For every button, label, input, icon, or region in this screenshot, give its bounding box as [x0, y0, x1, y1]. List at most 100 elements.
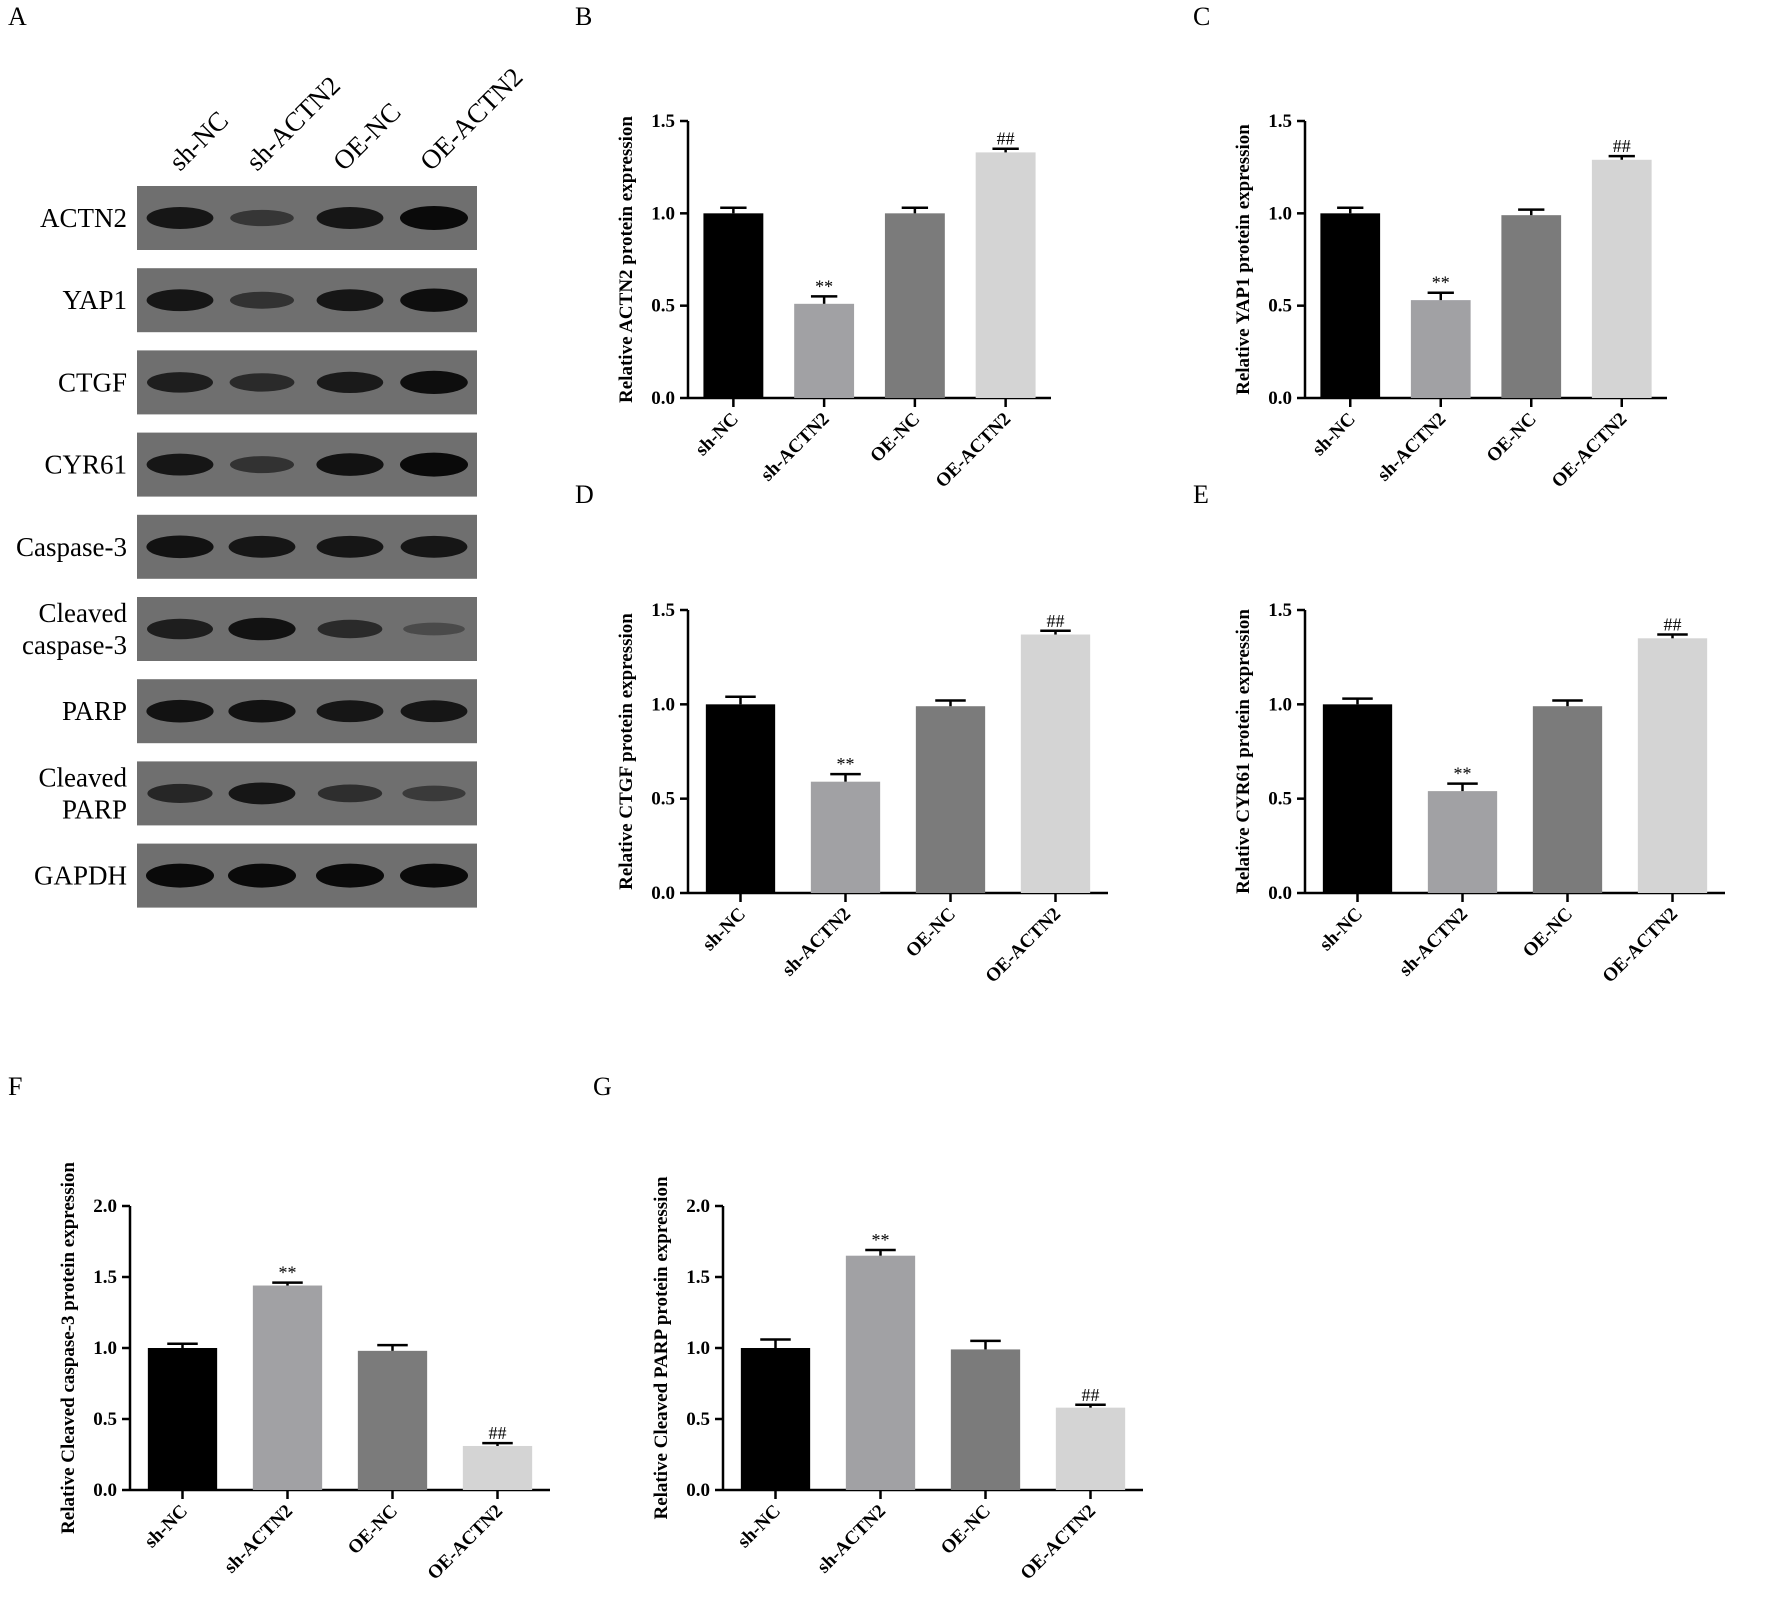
- bar: [1591, 159, 1652, 398]
- y-tick-label: 0.0: [686, 1480, 710, 1501]
- significance-label: ##: [1082, 1385, 1100, 1405]
- y-tick-label: 0.0: [1268, 388, 1292, 409]
- x-category-label: sh-NC: [1308, 409, 1359, 460]
- blot-band: [317, 619, 383, 639]
- significance-label: ##: [489, 1423, 507, 1443]
- significance-label: ##: [1613, 136, 1631, 156]
- y-axis-title: Relative Cleaved caspase-3 protein expre…: [58, 1162, 79, 1534]
- bar: [845, 1255, 916, 1490]
- blot-row-label: caspase-3: [22, 630, 127, 660]
- panel-letter-f: F: [8, 1072, 22, 1101]
- y-tick-label: 0.0: [1268, 883, 1292, 904]
- blot-band: [147, 372, 213, 393]
- bar: [1320, 213, 1381, 398]
- blot-band: [228, 863, 296, 888]
- blot-row-label: Cleaved: [39, 762, 128, 792]
- blot-row-label: Cleaved: [39, 598, 128, 628]
- significance-label: ##: [1047, 611, 1065, 631]
- bar: [794, 303, 855, 398]
- x-category-label: sh-ACTN2: [220, 1501, 297, 1578]
- blot-band: [229, 373, 295, 392]
- blot-band: [146, 207, 214, 229]
- x-category-label: OE-ACTN2: [932, 409, 1016, 493]
- blot-band: [228, 535, 296, 558]
- x-category-label: sh-NC: [691, 409, 742, 460]
- chart-f: 0.0 0.5 1.0 1.5 2.0 Relative Cleaved caspase-…: [58, 1162, 550, 1584]
- bar: [950, 1349, 1021, 1490]
- blot-band: [316, 453, 384, 476]
- y-tick-label: 2.0: [686, 1196, 710, 1217]
- blot-row-label: ACTN2: [40, 203, 127, 233]
- blot-band: [316, 371, 384, 393]
- blot-band: [230, 209, 294, 227]
- lane-label-sh-nc: sh-NC: [163, 105, 234, 176]
- blot-band: [146, 453, 214, 476]
- bar: [462, 1445, 533, 1490]
- blot-band: [147, 783, 213, 803]
- bar: [1055, 1407, 1126, 1490]
- chart-c: 0.0 0.5 1.0 1.5 Relative YAP1 protein expres…: [1233, 111, 1667, 492]
- x-category-label: OE-NC: [1483, 409, 1541, 467]
- western-blot: sh-NC sh-ACTN2 OE-NC OE-ACTN2 ACTN2 YAP1 C…: [16, 62, 529, 908]
- y-tick-label: 1.0: [93, 1338, 117, 1359]
- panel-letter-e: E: [1193, 480, 1209, 509]
- bar: [1501, 215, 1562, 398]
- bar: [705, 704, 776, 893]
- blot-band: [402, 785, 466, 802]
- blot-row-label: PARP: [62, 696, 127, 726]
- chart-g: 0.0 0.5 1.0 1.5 2.0 Relative Cleaved PARP pro…: [651, 1176, 1143, 1584]
- x-category-label: sh-NC: [699, 904, 750, 955]
- blot-band: [230, 291, 294, 309]
- y-tick-label: 1.0: [651, 694, 675, 715]
- significance-label: ##: [997, 129, 1015, 149]
- bar: [252, 1285, 323, 1490]
- bar: [915, 706, 986, 893]
- y-tick-label: 1.0: [1268, 203, 1292, 224]
- bar: [740, 1348, 811, 1490]
- y-tick-label: 0.5: [93, 1409, 117, 1430]
- panel-letter-d: D: [575, 480, 594, 509]
- blot-band: [316, 535, 384, 558]
- blot-band: [146, 863, 214, 888]
- blot-row-label: YAP1: [62, 285, 127, 315]
- y-axis-title: Relative CTGF protein expression: [616, 613, 637, 890]
- bar: [1322, 704, 1393, 893]
- x-category-label: sh-ACTN2: [1373, 409, 1450, 486]
- y-tick-label: 1.0: [686, 1338, 710, 1359]
- panel-letter-b: B: [575, 2, 592, 31]
- blot-band: [316, 207, 384, 229]
- y-tick-label: 1.5: [1268, 600, 1292, 621]
- y-tick-label: 1.5: [651, 111, 675, 132]
- x-category-label: sh-NC: [1316, 904, 1367, 955]
- blot-row-label: Caspase-3: [16, 532, 127, 562]
- y-tick-label: 0.5: [651, 296, 675, 317]
- blot-band: [146, 289, 214, 312]
- y-tick-label: 0.5: [651, 789, 675, 810]
- x-category-label: sh-ACTN2: [1395, 904, 1472, 981]
- x-category-label: sh-NC: [734, 1501, 785, 1552]
- y-tick-label: 2.0: [93, 1196, 117, 1217]
- y-tick-label: 1.5: [1268, 111, 1292, 132]
- x-category-label: OE-NC: [344, 1501, 402, 1559]
- significance-label: ##: [1664, 615, 1682, 635]
- lane-label-sh-actn2: sh-ACTN2: [240, 70, 346, 176]
- bar: [703, 213, 764, 398]
- bar: [810, 781, 881, 893]
- bar: [975, 152, 1036, 398]
- blot-band: [228, 699, 296, 723]
- blot-band: [316, 863, 384, 888]
- blot-band: [400, 700, 468, 723]
- panel-letter-c: C: [1193, 2, 1210, 31]
- x-category-label: sh-NC: [141, 1501, 192, 1552]
- bar: [884, 213, 945, 398]
- x-category-label: OE-NC: [937, 1501, 995, 1559]
- y-tick-label: 0.5: [1268, 789, 1292, 810]
- lane-label-oe-nc: OE-NC: [327, 97, 407, 177]
- significance-label: **: [279, 1263, 297, 1283]
- blot-band: [317, 784, 383, 803]
- bar: [1532, 706, 1603, 893]
- blot-band: [228, 617, 296, 641]
- chart-b: 0.0 0.5 1.0 1.5 Relative ACTN2 protein expre…: [616, 111, 1051, 492]
- blot-row-label: PARP: [62, 794, 127, 824]
- blot-row-label: CYR61: [44, 450, 127, 480]
